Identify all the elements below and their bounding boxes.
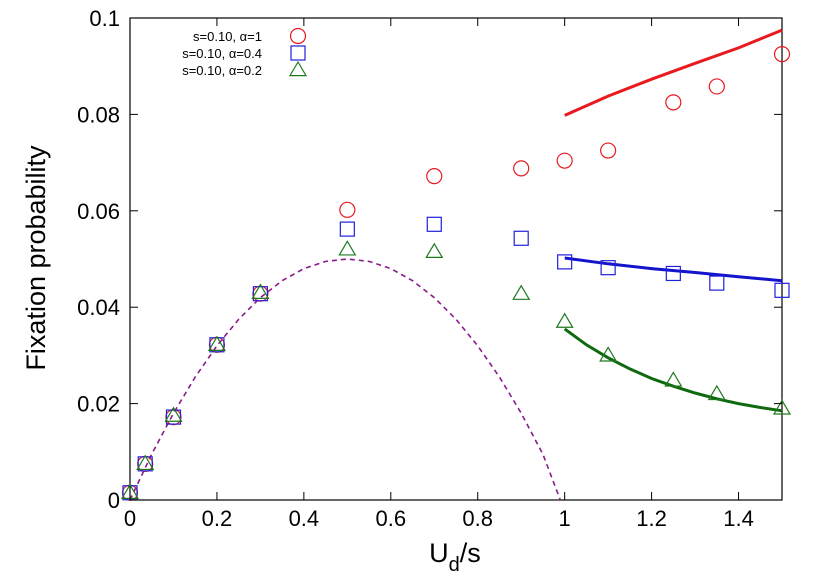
- data-point-circle: [708, 78, 725, 95]
- data-point-square: [252, 286, 268, 302]
- data-point-square: [600, 260, 616, 276]
- data-point-triangle: [164, 406, 183, 422]
- x-tick-label: 0.6: [376, 506, 407, 531]
- x-tick-label: 0.2: [202, 506, 233, 531]
- legend-marker-circle: [289, 27, 307, 45]
- y-tick-label: 0.08: [77, 102, 120, 127]
- x-axis-title: Ud/s: [429, 538, 481, 576]
- data-point-triangle: [664, 371, 683, 387]
- legend-label: s=0.10, α=0.4: [182, 46, 262, 61]
- x-tick-label: 0.8: [462, 506, 493, 531]
- data-point-circle: [665, 94, 682, 111]
- solid-theory-curve-3: [563, 327, 783, 413]
- data-point-square: [513, 230, 529, 246]
- x-axis-title-main: U: [429, 538, 449, 568]
- data-point-square: [665, 265, 681, 282]
- dashed-theory-curve: [129, 258, 562, 501]
- data-point-square: [165, 409, 182, 425]
- solid-theory-curve-1: [564, 28, 783, 117]
- data-point-circle: [600, 142, 617, 159]
- legend-marker-square: [290, 45, 306, 61]
- x-axis-title-subscript: d: [449, 554, 460, 576]
- data-point-square: [557, 254, 573, 270]
- x-axis-title-suffix: /s: [460, 538, 481, 568]
- ticks-layer: 0 0.2 0.4 0.6 0.8 1 1.2 1.4 0 0.02 0.04 0.06 0.08 0.1: [77, 6, 782, 531]
- legend-marker-triangle: [288, 60, 308, 77]
- y-axis-title: Fixation probability: [21, 145, 51, 371]
- markers-layer: [120, 46, 792, 501]
- data-point-triangle: [338, 240, 357, 256]
- x-tick-label: 0.4: [289, 506, 320, 531]
- data-point-triangle: [599, 346, 618, 362]
- data-point-triangle: [136, 454, 155, 471]
- data-point-circle: [339, 201, 356, 218]
- solid-theory-curve-2: [564, 256, 783, 283]
- x-tick-label: 1.2: [636, 506, 667, 531]
- data-point-square: [426, 216, 442, 232]
- data-point-triangle: [555, 312, 574, 328]
- legend: s=0.10, α=1 s=0.10, α=0.4 s=0.10, α=0.2: [182, 27, 308, 78]
- x-tick-label: 1: [559, 506, 571, 531]
- legend-label: s=0.10, α=0.2: [182, 63, 262, 78]
- curves-layer: [129, 28, 783, 501]
- plot-frame: [129, 17, 783, 501]
- x-tick-label: 0: [124, 506, 136, 531]
- data-point-circle: [556, 152, 573, 169]
- data-point-triangle: [207, 335, 226, 351]
- data-point-triangle: [707, 384, 726, 401]
- data-point-square: [339, 221, 355, 237]
- data-point-triangle: [251, 283, 270, 299]
- legend-label: s=0.10, α=1: [193, 29, 262, 44]
- data-point-triangle: [512, 284, 531, 300]
- data-point-circle: [513, 160, 530, 177]
- y-tick-label: 0.04: [77, 295, 120, 320]
- data-point-triangle: [772, 399, 792, 415]
- data-point-triangle: [425, 242, 444, 258]
- data-point-square: [774, 282, 790, 298]
- y-tick-label: 0.02: [77, 392, 120, 417]
- y-tick-label: 0.1: [89, 6, 120, 31]
- data-point-circle: [773, 46, 791, 63]
- y-tick-label: 0.06: [77, 199, 120, 224]
- data-point-circle: [426, 167, 443, 185]
- x-tick-label: 1.4: [723, 506, 754, 531]
- y-tick-label: 0: [108, 488, 120, 513]
- data-point-square: [709, 275, 725, 291]
